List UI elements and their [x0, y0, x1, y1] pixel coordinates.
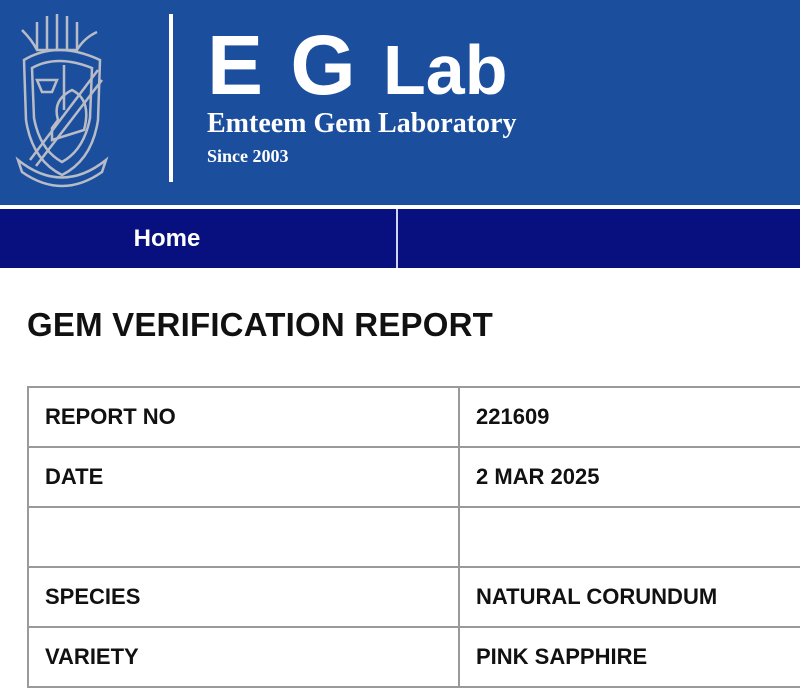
nav-bar: Home: [0, 209, 800, 268]
site-header: E G Lab Emteem Gem Laboratory Since 2003: [0, 0, 800, 205]
header-separator: [0, 205, 800, 209]
row-label: VARIETY: [27, 626, 460, 688]
row-label: SPECIES: [27, 566, 460, 628]
table-row: [27, 506, 800, 568]
brand-subtitle: Emteem Gem Laboratory: [207, 108, 517, 139]
row-value: NATURAL CORUNDUM: [458, 566, 800, 628]
table-row: REPORT NO 221609: [27, 386, 800, 448]
row-value: [458, 506, 800, 568]
row-label: [27, 506, 460, 568]
row-value: 2 MAR 2025: [458, 446, 800, 508]
row-label: REPORT NO: [27, 386, 460, 448]
row-label: DATE: [27, 446, 460, 508]
row-value: PINK SAPPHIRE: [458, 626, 800, 688]
header-divider: [169, 14, 173, 182]
brand-tail: Lab: [383, 31, 508, 109]
report-table: REPORT NO 221609 DATE 2 MAR 2025 SPECIES NA…: [27, 386, 800, 688]
table-row: DATE 2 MAR 2025: [27, 446, 800, 508]
nav-divider: [396, 209, 398, 268]
table-row: VARIETY PINK SAPPHIRE: [27, 626, 800, 688]
nav-home-link[interactable]: Home: [133, 224, 201, 252]
brand-logo-text: E G Lab: [207, 20, 508, 115]
brand-main: E G: [207, 18, 384, 112]
crest-logo-icon: [15, 14, 109, 188]
brand-since: Since 2003: [207, 146, 289, 166]
row-value: 221609: [458, 386, 800, 448]
table-row: SPECIES NATURAL CORUNDUM: [27, 566, 800, 628]
page-title: GEM VERIFICATION REPORT: [27, 306, 494, 343]
